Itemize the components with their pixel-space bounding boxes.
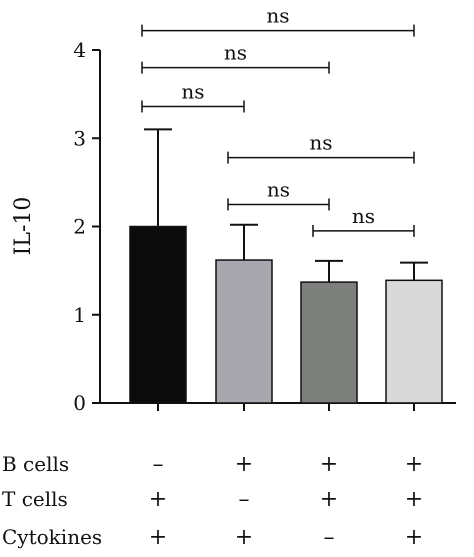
significance-label: ns (266, 4, 289, 28)
condition-sign: + (235, 525, 253, 550)
condition-sign: + (149, 487, 167, 512)
bars (129, 225, 443, 404)
y-tick-label: 3 (73, 126, 86, 150)
condition-sign: + (320, 452, 338, 477)
significance-label: ns (267, 177, 290, 201)
bar (385, 279, 443, 404)
condition-sign: + (149, 525, 167, 550)
condition-sign: + (405, 452, 423, 477)
condition-sign: + (320, 487, 338, 512)
significance-label: ns (224, 41, 247, 65)
condition-sign: + (405, 487, 423, 512)
y-tick-label: 4 (73, 38, 86, 62)
bar (129, 225, 187, 404)
significance-label: ns (181, 79, 204, 103)
condition-name: Cytokines (2, 525, 102, 549)
y-tick-label: 0 (73, 391, 86, 415)
condition-sign: – (239, 487, 250, 512)
bar (300, 281, 358, 404)
error-bars (144, 128, 428, 283)
condition-table: B cells – + + + T cells + – + + Cytokines + + – + (2, 452, 423, 550)
condition-name: T cells (2, 487, 68, 511)
significance-label: ns (352, 204, 375, 228)
bar (215, 259, 273, 404)
condition-sign: – (324, 525, 335, 550)
significance-label: ns (309, 131, 332, 155)
y-axis-label: IL-10 (11, 197, 36, 256)
y-tick-label: 2 (73, 215, 86, 239)
condition-sign: – (153, 452, 164, 477)
y-tick-label: 1 (73, 303, 86, 327)
condition-sign: + (235, 452, 253, 477)
condition-sign: + (405, 525, 423, 550)
condition-name: B cells (2, 452, 69, 476)
